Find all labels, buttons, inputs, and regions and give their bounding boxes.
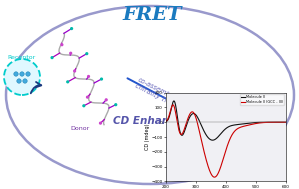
FancyBboxPatch shape [198, 122, 214, 129]
Text: FRET: FRET [122, 6, 182, 24]
Circle shape [82, 104, 86, 107]
Molecule II (GCC - III) [255, 122, 258, 125]
Circle shape [66, 80, 69, 84]
FancyBboxPatch shape [198, 146, 214, 153]
Molecule II [211, 139, 214, 141]
Circle shape [85, 52, 89, 55]
Legend: Molecule II, Molecule II (GCC - III): Molecule II, Molecule II (GCC - III) [239, 94, 284, 105]
Circle shape [26, 72, 30, 76]
Circle shape [23, 79, 27, 83]
Molecule II (GCC - III) [219, 167, 222, 169]
Molecule II (GCC - III) [164, 120, 168, 122]
Circle shape [86, 96, 89, 99]
Text: Donor: Donor [70, 126, 90, 132]
Y-axis label: CD (mdeg): CD (mdeg) [145, 124, 150, 150]
Line: Molecule II (GCC - III): Molecule II (GCC - III) [166, 105, 286, 177]
Molecule II [284, 121, 287, 123]
Circle shape [70, 27, 73, 30]
FancyBboxPatch shape [195, 108, 219, 159]
FancyBboxPatch shape [198, 130, 214, 137]
Text: co-assembly: co-assembly [137, 77, 177, 101]
Molecule II (GCC - III) [244, 125, 248, 127]
FancyBboxPatch shape [198, 114, 214, 121]
Text: Receptor: Receptor [8, 56, 36, 60]
Molecule II [235, 123, 239, 126]
Circle shape [60, 43, 63, 46]
FancyBboxPatch shape [228, 112, 245, 153]
Molecule II (GCC - III) [185, 119, 189, 121]
Molecule II [195, 115, 199, 117]
Circle shape [20, 72, 24, 76]
Circle shape [73, 69, 76, 73]
Molecule II [185, 122, 189, 124]
FancyBboxPatch shape [225, 108, 249, 159]
Circle shape [114, 103, 118, 106]
Molecule II (GCC - III) [213, 176, 216, 178]
Circle shape [4, 59, 40, 95]
Molecule II (GCC - III) [195, 120, 199, 122]
Circle shape [69, 52, 72, 55]
Circle shape [87, 75, 90, 78]
Molecule II (GCC - III) [235, 128, 239, 130]
Circle shape [17, 79, 21, 83]
Text: CD Enhance: CD Enhance [113, 116, 183, 126]
Molecule II [172, 100, 176, 102]
Line: Molecule II: Molecule II [166, 101, 286, 140]
Circle shape [51, 56, 54, 59]
Text: chirality Transfer: chirality Transfer [134, 83, 186, 113]
Molecule II (GCC - III) [171, 104, 175, 106]
Molecule II (GCC - III) [284, 121, 287, 123]
Circle shape [99, 122, 102, 125]
Molecule II [244, 122, 248, 125]
Circle shape [14, 72, 18, 76]
Circle shape [105, 98, 108, 101]
Molecule II [219, 133, 222, 135]
Molecule II [164, 121, 168, 123]
Ellipse shape [6, 6, 294, 184]
Circle shape [100, 77, 103, 81]
FancyBboxPatch shape [228, 111, 246, 121]
FancyBboxPatch shape [198, 138, 214, 145]
Molecule II [255, 121, 258, 124]
